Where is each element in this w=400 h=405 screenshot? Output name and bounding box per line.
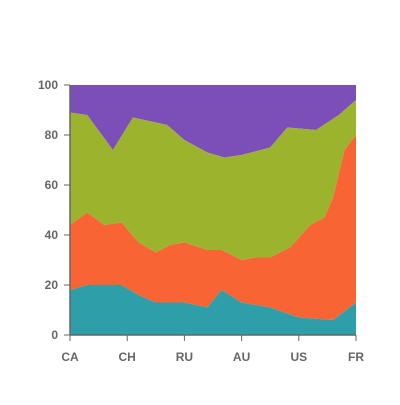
y-tick-label: 20	[45, 278, 59, 292]
x-tick-label: AU	[233, 350, 250, 364]
series-1-area	[70, 285, 356, 335]
y-tick-label: 40	[45, 228, 59, 242]
y-tick-label: 80	[45, 128, 59, 142]
axes	[69, 85, 356, 336]
y-axis-ticks: 0 20 40 60 80 100	[38, 78, 70, 342]
series-4-area	[70, 85, 356, 158]
x-tick-label: CA	[61, 350, 79, 364]
x-tick-label: CH	[119, 350, 136, 364]
y-tick-label: 60	[45, 178, 59, 192]
series-3-area	[70, 100, 356, 260]
series-areas	[70, 85, 356, 335]
x-tick-label: FR	[348, 350, 364, 364]
y-tick-label: 0	[51, 328, 58, 342]
series-2-area	[70, 135, 356, 320]
x-tick-label: RU	[176, 350, 193, 364]
x-axis-ticks: CA CH RU AU US FR	[61, 335, 364, 364]
x-tick-label: US	[290, 350, 307, 364]
y-tick-label: 100	[38, 78, 58, 92]
